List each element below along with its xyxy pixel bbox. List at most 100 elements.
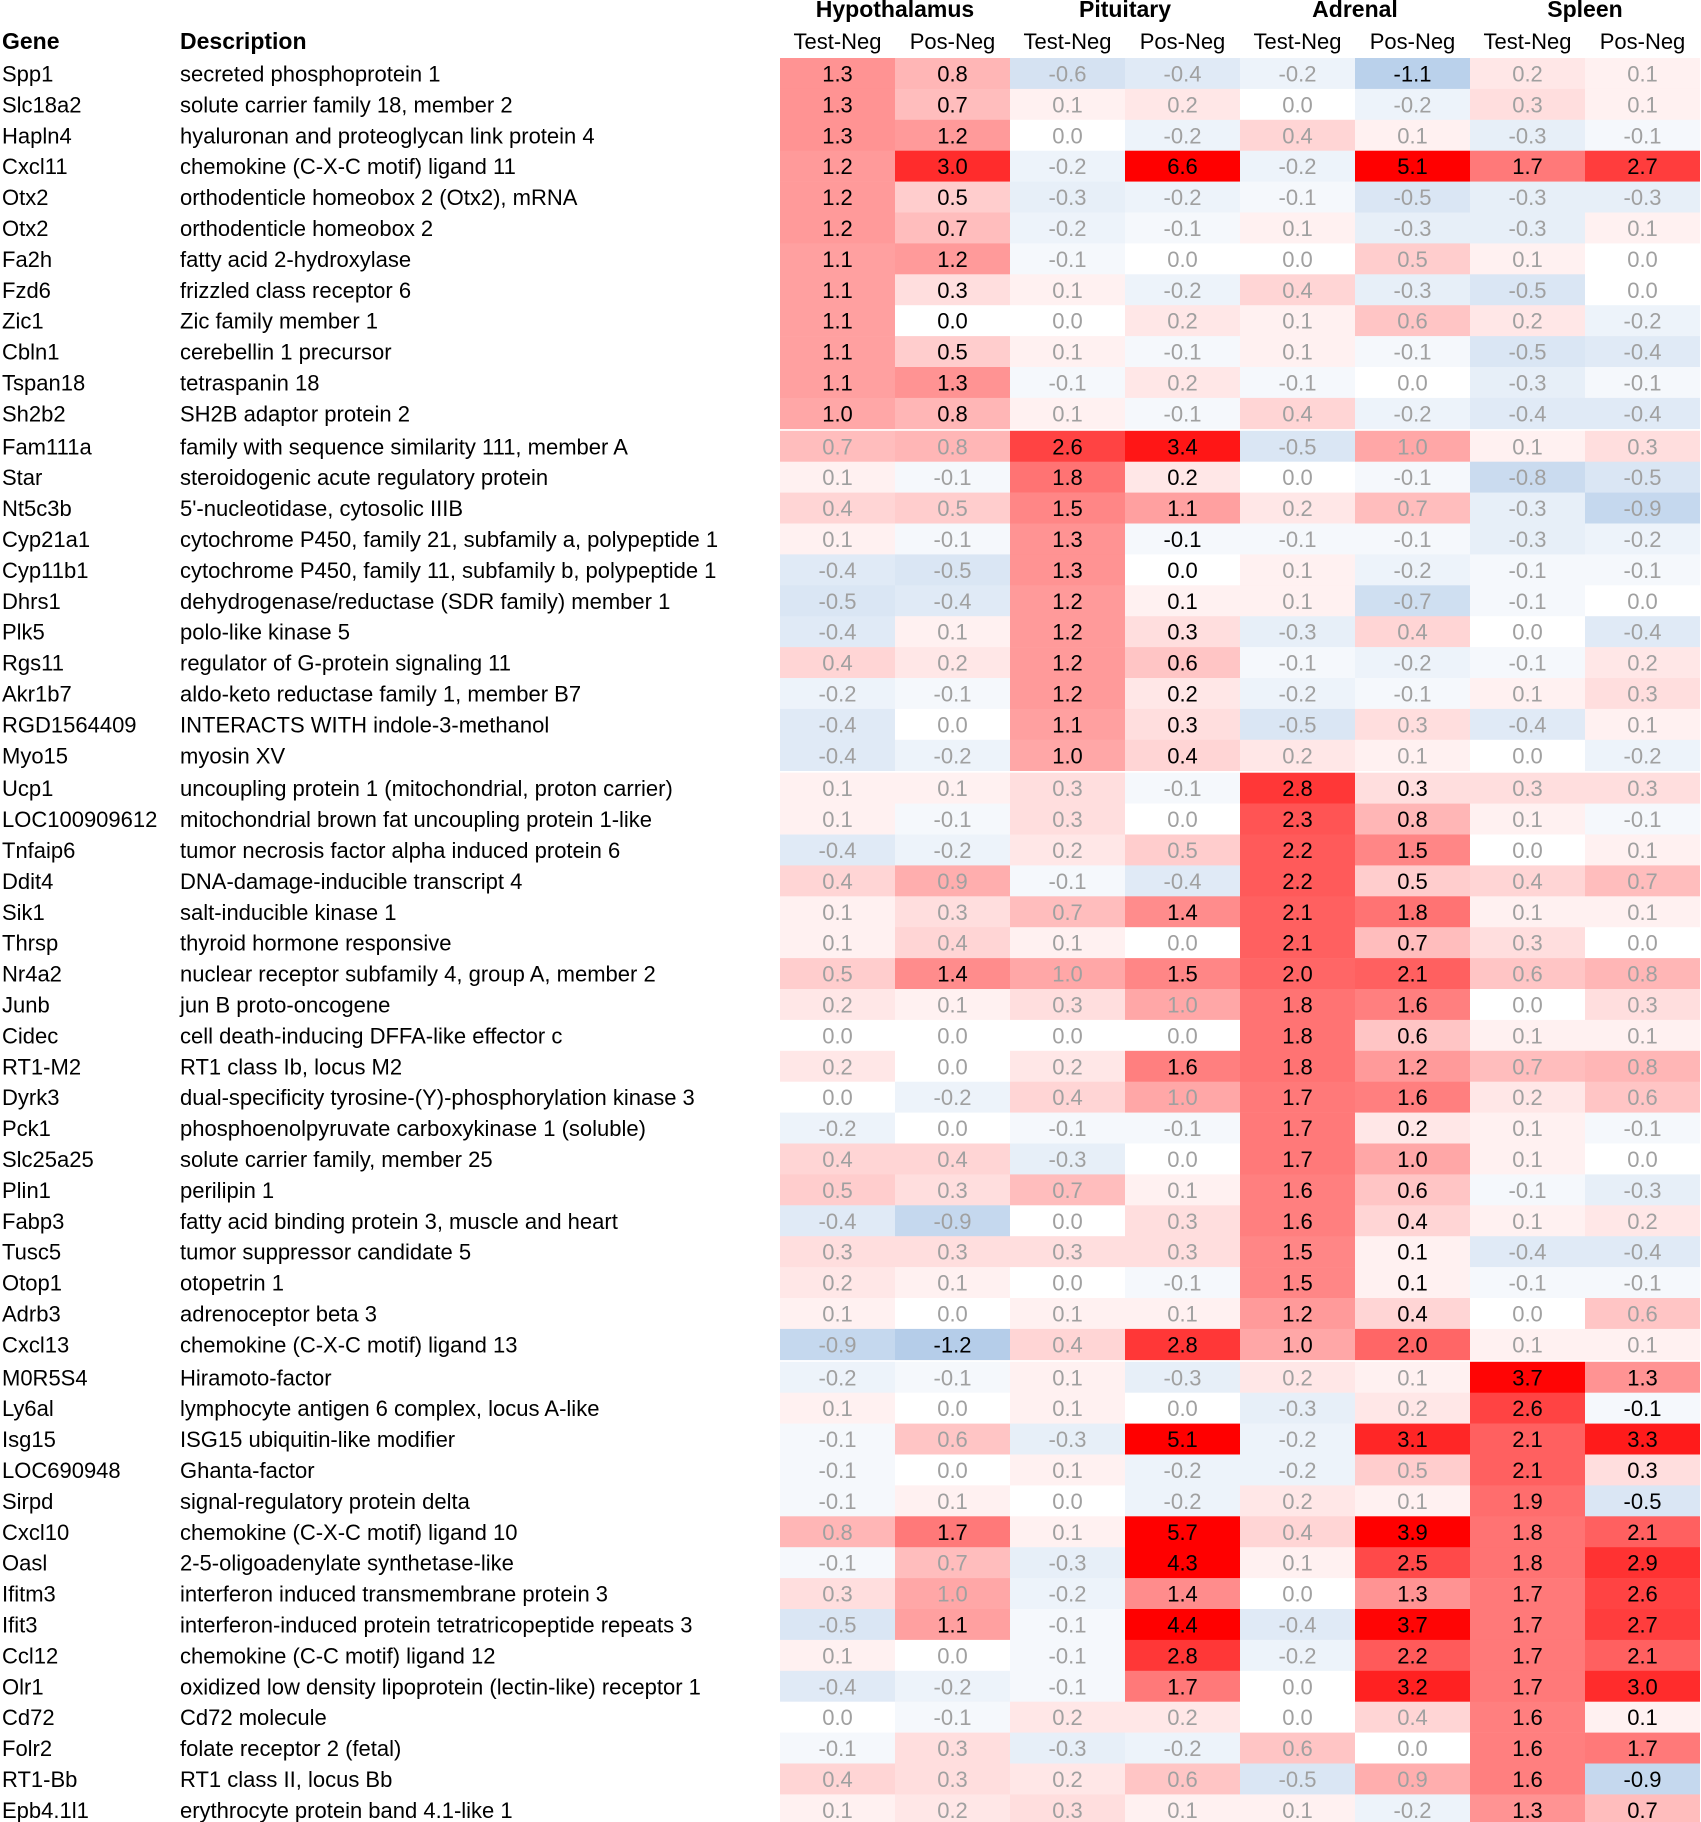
description-label: hyaluronan and proteoglycan link protein… [180, 123, 595, 148]
cell-value-label: 0.0 [937, 1396, 968, 1421]
heatmap-cell [1010, 647, 1125, 679]
heatmap-cell [1470, 1423, 1585, 1455]
cell-value-label: 0.1 [1627, 92, 1658, 117]
heatmap-cell [780, 1236, 895, 1268]
cell-value-label: 1.7 [1282, 1116, 1313, 1141]
heatmap-cell [1470, 1454, 1585, 1486]
cell-value-label: 0.0 [1282, 1582, 1313, 1607]
heatmap-cell [780, 1609, 895, 1641]
cell-value-label: 0.2 [1167, 1705, 1198, 1730]
heatmap-cell [895, 1236, 1010, 1268]
cell-value-label: 1.4 [937, 962, 968, 987]
cell-value-label: 1.6 [1512, 1736, 1543, 1761]
heatmap-cell [895, 305, 1010, 337]
heatmap-cell [780, 1298, 895, 1330]
cell-value-label: -0.2 [1394, 651, 1432, 676]
heatmap-cell [1240, 739, 1355, 771]
cell-value-label: 0.8 [822, 1520, 853, 1545]
heatmap-cell [895, 1050, 1010, 1082]
heatmap-cell [1010, 739, 1125, 771]
heatmap-cell [1355, 772, 1470, 804]
heatmap-cell [780, 1143, 895, 1175]
heatmap-cell [1125, 1609, 1240, 1641]
heatmap-cell [1125, 1112, 1240, 1144]
heatmap-cell [1010, 58, 1125, 90]
cell-value-label: 3.0 [937, 154, 968, 179]
heatmap-cell [1010, 430, 1125, 462]
cell-value-label: 0.1 [1167, 1798, 1198, 1822]
description-label: tetraspanin 18 [180, 370, 319, 395]
heatmap-cell [1010, 367, 1125, 399]
heatmap-cell [1470, 1019, 1585, 1052]
heatmap-cell [1585, 958, 1700, 990]
heatmap-cell [780, 1454, 895, 1486]
heatmap-cell [1010, 927, 1125, 959]
gene-label: Sh2b2 [2, 401, 66, 426]
cell-value-label: 0.2 [1627, 1209, 1658, 1234]
cell-value-label: 0.2 [937, 1798, 968, 1822]
cell-value-label: 0.3 [1052, 1798, 1083, 1822]
cell-value-label: -0.1 [819, 1427, 857, 1452]
heatmap-cell [1585, 1205, 1700, 1237]
heatmap-cell [1240, 708, 1355, 741]
heatmap-cell [895, 119, 1010, 151]
heatmap-cell [1355, 1516, 1470, 1548]
heatmap-cell [1355, 397, 1470, 430]
heatmap-cell [1240, 1236, 1355, 1268]
heatmap-cell [1355, 927, 1470, 959]
heatmap-cell [1355, 739, 1470, 771]
cell-value-label: 0.4 [1052, 1085, 1083, 1110]
cell-value-label: 1.1 [1052, 712, 1083, 737]
description-label: 2-5-oligoadenylate synthetase-like [180, 1551, 514, 1576]
heatmap-cell [1240, 1112, 1355, 1144]
heatmap-cell [1355, 212, 1470, 244]
cell-value-label: 2.7 [1627, 1612, 1658, 1637]
cell-value-label: 0.2 [1397, 1116, 1428, 1141]
description-label: cerebellin 1 precursor [180, 340, 392, 365]
cell-value-label: 1.5 [1397, 838, 1428, 863]
gene-label: Akr1b7 [2, 681, 72, 706]
cell-value-label: -0.1 [1624, 1271, 1662, 1296]
heatmap-cell [1355, 1763, 1470, 1795]
cell-value-label: 2.3 [1282, 807, 1313, 832]
cell-value-label: -0.8 [1509, 465, 1547, 490]
heatmap-cell [895, 834, 1010, 866]
cell-value-label: 0.1 [1627, 838, 1658, 863]
heatmap-cell [780, 834, 895, 866]
cell-value-label: -0.2 [1279, 154, 1317, 179]
description-label: uncoupling protein 1 (mitochondrial, pro… [180, 776, 673, 801]
cell-value-label: 0.6 [1167, 651, 1198, 676]
heatmap-cell [1125, 1547, 1240, 1579]
heatmap-cell [895, 647, 1010, 679]
cell-value-label: 0.0 [937, 1643, 968, 1668]
cell-value-label: 1.7 [1282, 1085, 1313, 1110]
cell-value-label: 0.7 [1627, 869, 1658, 894]
heatmap-cell [1470, 1516, 1585, 1548]
cell-value-label: 1.2 [1052, 620, 1083, 645]
heatmap-cell [895, 1639, 1010, 1672]
heatmap-cell [1355, 243, 1470, 275]
cell-value-label: 0.0 [1167, 1147, 1198, 1172]
cell-value-label: 0.4 [822, 869, 853, 894]
cell-value-label: 0.4 [822, 1147, 853, 1172]
cell-value-label: -0.5 [934, 558, 972, 583]
cell-value-label: 1.8 [1052, 465, 1083, 490]
heatmap-cell [1240, 989, 1355, 1021]
heatmap-cell [1010, 1670, 1125, 1702]
cell-value-label: -0.1 [1164, 1271, 1202, 1296]
description-label: signal-regulatory protein delta [180, 1489, 471, 1514]
cell-value-label: 2.8 [1282, 776, 1313, 801]
cell-value-label: 3.0 [1627, 1674, 1658, 1699]
heatmap-cell [1240, 243, 1355, 275]
cell-value-label: 0.8 [937, 434, 968, 459]
heatmap-cell [1240, 58, 1355, 90]
cell-value-label: -0.3 [1049, 185, 1087, 210]
heatmap-cell [1240, 896, 1355, 928]
cell-value-label: -0.1 [1394, 681, 1432, 706]
cell-value-label: 1.7 [1512, 1612, 1543, 1637]
cell-value-label: 2.0 [1282, 962, 1313, 987]
heatmap-cell [1125, 461, 1240, 493]
cell-value-label: 1.7 [1627, 1736, 1658, 1761]
heatmap-cell [1240, 865, 1355, 897]
cell-value-label: 0.0 [1282, 465, 1313, 490]
